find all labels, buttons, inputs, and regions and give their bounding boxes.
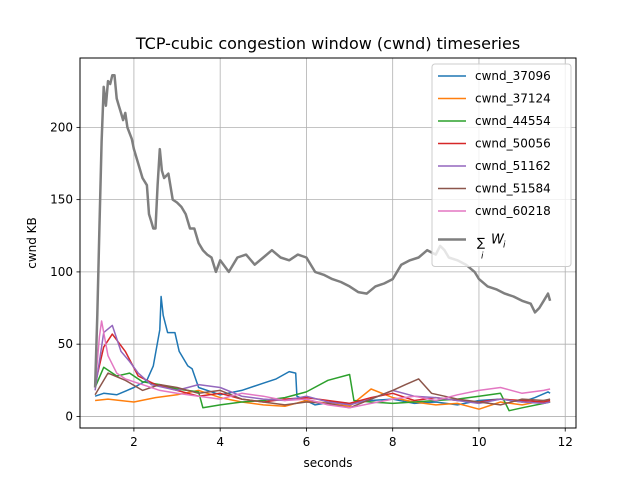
legend-label: cwnd_44554 xyxy=(475,114,551,128)
legend-label: cwnd_51584 xyxy=(475,182,551,196)
y-tick-label: 100 xyxy=(50,265,73,279)
legend-label: cwnd_50056 xyxy=(475,137,551,151)
x-tick-label: 8 xyxy=(389,435,397,449)
legend-sum-index: i xyxy=(481,252,484,262)
axis-ticks: 2 4 6 8 10 12 0 50 100 150 200 xyxy=(50,120,573,449)
legend-label: cwnd_37124 xyxy=(475,92,551,106)
x-tick-label: 10 xyxy=(471,435,486,449)
legend-sum-variable: W xyxy=(491,233,505,248)
y-tick-label: 50 xyxy=(58,337,73,351)
x-tick-label: 6 xyxy=(303,435,311,449)
legend-frame xyxy=(431,63,572,267)
legend-sum-symbol: ∑ xyxy=(477,236,485,250)
series-line xyxy=(94,324,551,406)
legend-label: cwnd_60218 xyxy=(475,204,551,218)
legend: cwnd_37096 cwnd_37124 cwnd_44554 cwnd_50056… xyxy=(431,63,572,267)
legend-label: cwnd_37096 xyxy=(475,69,551,83)
x-tick-label: 12 xyxy=(558,435,573,449)
y-tick-label: 150 xyxy=(50,193,73,207)
plot-area-frame xyxy=(79,57,577,429)
series-line xyxy=(94,295,551,406)
x-tick-label: 4 xyxy=(216,435,224,449)
y-tick-label: 200 xyxy=(50,120,73,134)
x-tick-label: 2 xyxy=(130,435,138,449)
x-axis-label: seconds xyxy=(303,456,352,470)
y-tick-label: 0 xyxy=(65,409,73,423)
y-axis-label: cwnd KB xyxy=(25,217,39,269)
chart-title: TCP-cubic congestion window (cwnd) times… xyxy=(135,34,520,53)
legend-label: cwnd_51162 xyxy=(475,159,551,173)
legend-sum-variable-index: i xyxy=(503,241,506,251)
series-line xyxy=(94,320,551,409)
